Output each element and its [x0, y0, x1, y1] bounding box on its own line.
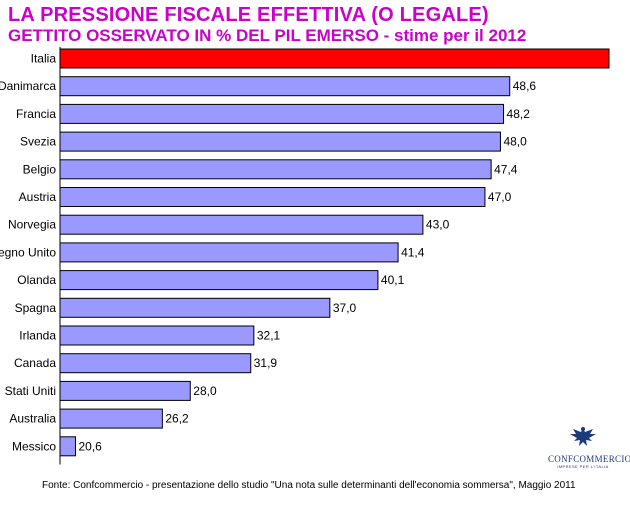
source-note: Fonte: Confcommercio - presentazione del… — [42, 480, 576, 491]
bar-italia — [59, 48, 610, 69]
value-label-austria: 47,0 — [488, 190, 512, 204]
confcommercio-logo: CONFCOMMERCIO IMPRESE PER L'ITALIA — [548, 425, 630, 469]
category-label-austria: Austria — [19, 190, 57, 204]
category-label-irlanda: Irlanda — [19, 329, 56, 343]
bar-irlanda — [59, 325, 255, 346]
bar-regno-unito — [59, 242, 399, 263]
value-label-norvegia: 43,0 — [426, 218, 450, 232]
eagle-emblem-icon — [570, 427, 596, 446]
bar-norvegia — [59, 214, 424, 235]
value-label-canada: 31,9 — [254, 356, 278, 370]
bar-austria — [59, 187, 486, 207]
value-label-spagna: 37,0 — [333, 301, 357, 315]
logo-tagline: IMPRESE PER L'ITALIA — [557, 464, 609, 469]
bar-belgio — [59, 159, 492, 180]
category-label-belgio: Belgio — [23, 162, 57, 176]
value-label-svezia: 48,0 — [503, 135, 527, 149]
bar-australia — [59, 408, 163, 429]
value-label-messico: 20,6 — [79, 439, 103, 453]
category-label-olanda: Olanda — [17, 273, 56, 287]
category-label-francia: Francia — [16, 107, 56, 121]
chart-title: LA PRESSIONE FISCALE EFFETTIVA (O LEGALE… — [8, 4, 489, 26]
bar-messico — [59, 436, 77, 457]
value-label-francia: 48,2 — [507, 107, 531, 121]
value-label-australia: 26,2 — [165, 412, 189, 426]
category-label-spagna: Spagna — [15, 301, 57, 315]
value-label-danimarca: 48,6 — [513, 79, 537, 93]
category-label-canada: Canada — [14, 356, 56, 370]
category-label-messico: Messico — [12, 439, 56, 453]
bar-spagna — [59, 297, 331, 318]
category-label-norvegia: Norvegia — [8, 218, 56, 232]
category-label-italia: Italia — [31, 52, 57, 66]
bar-stati-uniti — [59, 380, 191, 401]
category-label-danimarca: Danimarca — [0, 79, 56, 93]
value-label-olanda: 40,1 — [381, 273, 405, 287]
category-label-australia: Australia — [9, 412, 56, 426]
logo-name: CONFCOMMERCIO — [548, 454, 630, 464]
category-label-svezia: Svezia — [20, 135, 56, 149]
bar-francia — [59, 103, 505, 124]
value-label-belgio: 47,4 — [494, 162, 518, 176]
bar-danimarca — [59, 76, 511, 97]
value-label-irlanda: 32,1 — [257, 329, 281, 343]
bar-canada — [59, 353, 252, 374]
bar-olanda — [59, 270, 379, 291]
category-label-regno-unito: Regno Unito — [0, 245, 56, 259]
chart-subtitle: GETTITO OSSERVATO IN % DEL PIL EMERSO - … — [8, 26, 527, 45]
category-label-stati-uniti: Stati Uniti — [5, 384, 56, 398]
bar-svezia — [59, 131, 501, 152]
value-label-stati-uniti: 28,0 — [193, 384, 217, 398]
value-label-regno-unito: 41,4 — [401, 245, 425, 259]
